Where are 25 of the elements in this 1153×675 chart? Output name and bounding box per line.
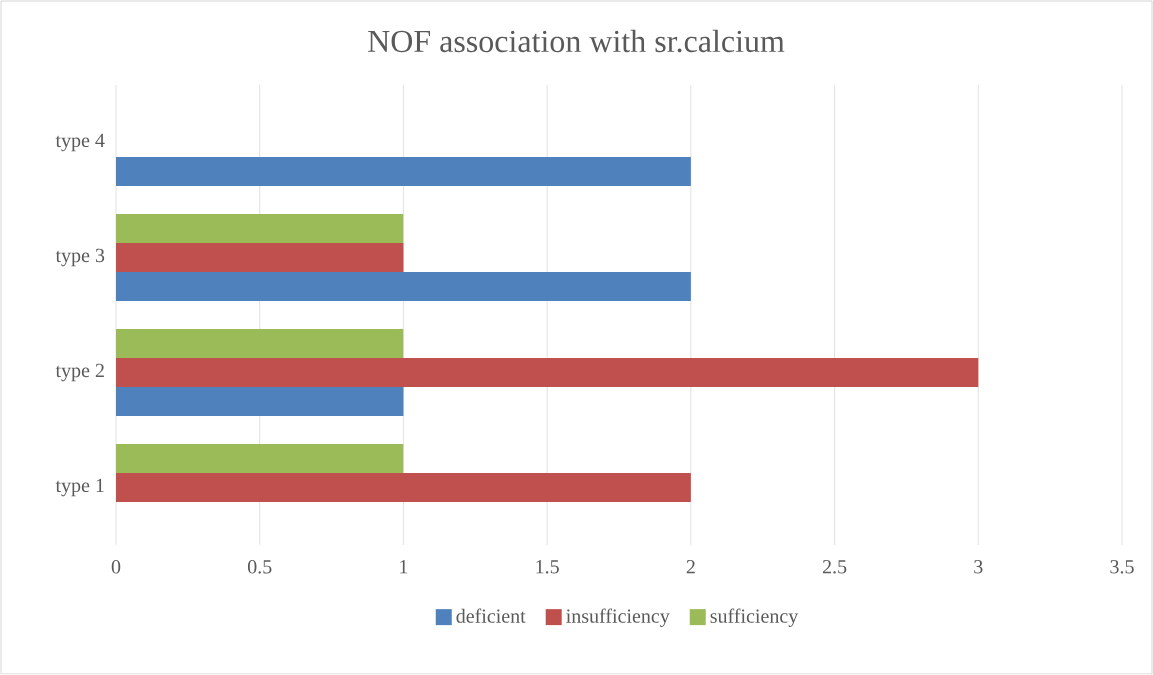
bar (116, 243, 404, 272)
legend-label: deficient (456, 608, 526, 623)
bar (116, 157, 691, 186)
y-tick-label: type 1 (55, 478, 104, 497)
bar (116, 357, 979, 387)
x-tick-label: 3.5 (1110, 560, 1134, 574)
bar (116, 386, 404, 416)
bar (116, 443, 404, 473)
chart-title: NOF association with sr.calcium (368, 29, 785, 53)
y-tick-label: type 4 (55, 133, 105, 152)
legend-label: sufficiency (710, 608, 799, 627)
y-tick-label: type 3 (55, 248, 105, 267)
x-tick-label: 3 (974, 560, 983, 574)
x-tick-label: 0 (111, 560, 121, 574)
bar (116, 214, 404, 243)
bar (116, 271, 691, 301)
bar (116, 472, 691, 502)
x-tick-label: 1 (400, 560, 408, 574)
x-tick-label: 2 (686, 560, 695, 574)
x-tick-label: 1.5 (536, 560, 559, 574)
x-tick-label: 2.5 (822, 560, 847, 574)
bar (116, 328, 404, 358)
y-tick-label: type 2 (55, 363, 104, 382)
x-tick-label: 0.5 (247, 560, 272, 574)
legend-label: insufficiency (566, 608, 670, 627)
